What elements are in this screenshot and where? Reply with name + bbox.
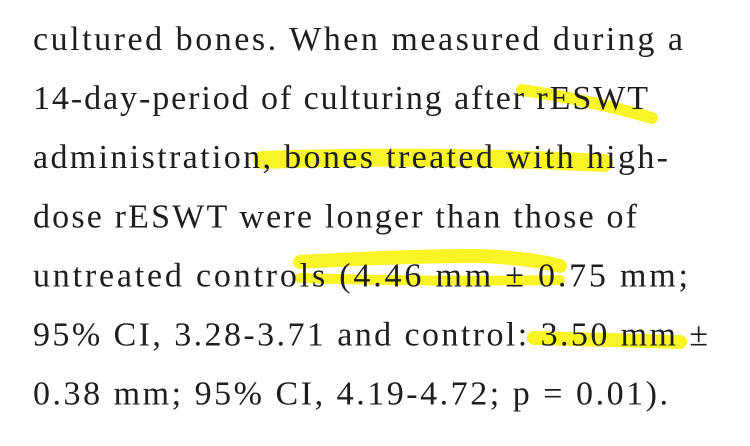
highlight-stroke (516, 84, 658, 124)
text-line: untreated controls (4.46 mm ± 0.75 mm; (33, 257, 688, 294)
highlight-stroke (253, 148, 613, 172)
text-line: cultured bones. When measured during a (33, 21, 683, 58)
highlights (253, 84, 687, 349)
text-line: 95% CI, 3.28-3.71 and control: 3.50 mm ± (33, 317, 708, 354)
text-line: administration, bones treated with high- (33, 139, 668, 176)
paragraph: cultured bones. When measured during a 14… (33, 21, 708, 413)
text-line: 14-day-period of culturing after rESWT (33, 80, 648, 117)
highlight-stroke (527, 331, 687, 349)
text-line: 0.38 mm; 95% CI, 4.19-4.72; p = 0.01). (33, 376, 668, 413)
highlight-stroke (293, 249, 567, 273)
highlight-stroke (295, 273, 565, 286)
